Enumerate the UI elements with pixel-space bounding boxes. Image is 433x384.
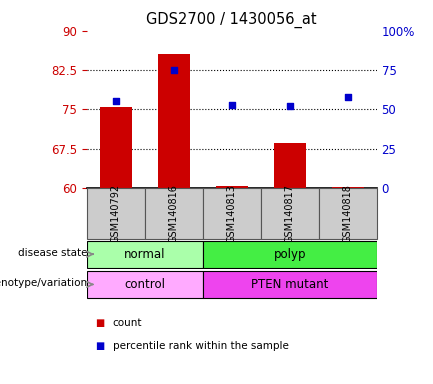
- Text: count: count: [113, 318, 142, 328]
- Point: [344, 94, 351, 100]
- Point: [286, 103, 293, 109]
- Point: [228, 101, 235, 108]
- Point: [112, 98, 119, 104]
- Bar: [274, 143, 306, 188]
- Bar: [100, 107, 132, 188]
- Bar: [87, 271, 203, 298]
- Bar: [145, 188, 203, 239]
- Text: GSM140813: GSM140813: [226, 184, 237, 243]
- Text: ■: ■: [95, 341, 104, 351]
- Text: GSM140818: GSM140818: [343, 184, 353, 243]
- Text: genotype/variation: genotype/variation: [0, 278, 88, 288]
- Text: GSM140817: GSM140817: [284, 184, 295, 243]
- Text: normal: normal: [124, 248, 165, 261]
- Text: polyp: polyp: [273, 248, 306, 261]
- Text: percentile rank within the sample: percentile rank within the sample: [113, 341, 288, 351]
- Bar: [332, 187, 364, 188]
- Point: [170, 67, 177, 73]
- Bar: [87, 188, 145, 239]
- Bar: [203, 241, 377, 268]
- Bar: [203, 271, 377, 298]
- Text: ■: ■: [95, 318, 104, 328]
- Text: PTEN mutant: PTEN mutant: [251, 278, 328, 291]
- Text: GSM140792: GSM140792: [110, 184, 121, 243]
- Bar: [261, 188, 319, 239]
- Bar: [319, 188, 377, 239]
- Text: disease state: disease state: [18, 248, 88, 258]
- Bar: [216, 186, 248, 188]
- Bar: [158, 54, 190, 188]
- Text: GSM140816: GSM140816: [168, 184, 179, 243]
- Bar: [87, 241, 203, 268]
- Bar: [203, 188, 261, 239]
- Title: GDS2700 / 1430056_at: GDS2700 / 1430056_at: [146, 12, 317, 28]
- Text: control: control: [124, 278, 165, 291]
